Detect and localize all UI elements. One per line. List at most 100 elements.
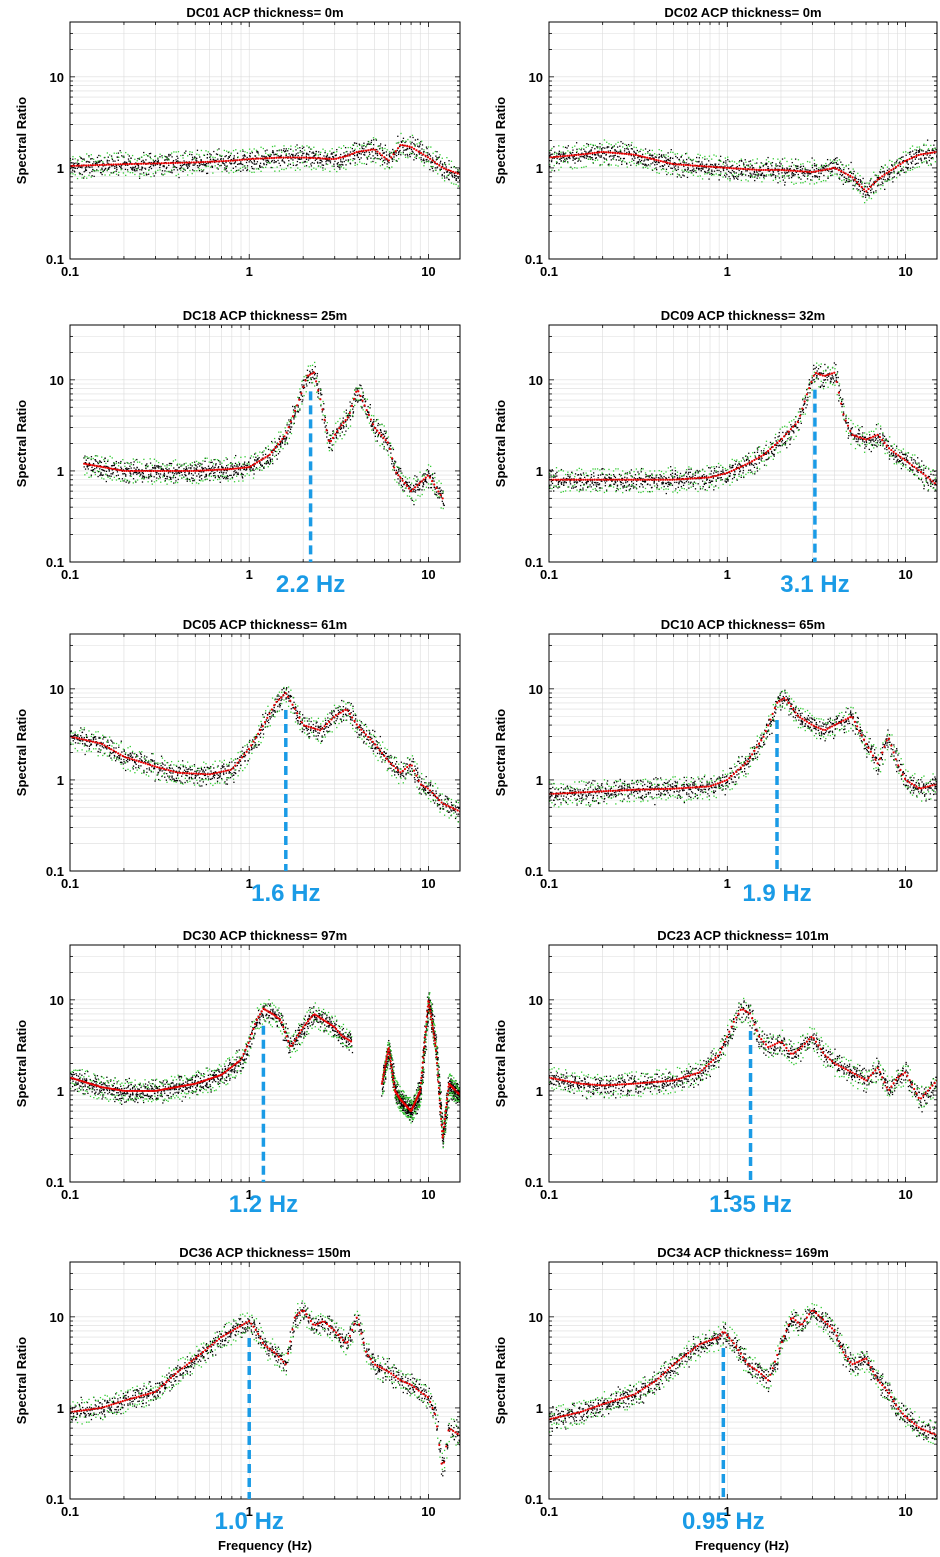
black-point: [376, 440, 378, 442]
black-point: [429, 474, 432, 477]
green-point: [423, 165, 425, 167]
black-point: [87, 457, 89, 459]
black-point: [302, 379, 304, 381]
black-point: [352, 406, 355, 408]
black-point: [685, 158, 688, 161]
black-point: [322, 164, 325, 166]
green-point: [193, 464, 196, 466]
black-point: [608, 146, 610, 148]
black-point: [630, 154, 632, 157]
red-point: [735, 167, 738, 170]
black-point: [783, 168, 786, 170]
black-point: [136, 467, 138, 469]
black-point: [633, 155, 635, 158]
black-point: [605, 153, 607, 156]
red-point: [550, 156, 553, 159]
black-point: [277, 159, 279, 162]
red-point: [261, 157, 264, 160]
black-point: [553, 490, 555, 492]
green-point: [868, 182, 870, 184]
black-point: [638, 473, 640, 475]
black-point: [682, 171, 684, 173]
green-point: [580, 147, 583, 149]
green-point: [672, 170, 674, 172]
green-point: [149, 458, 151, 460]
black-point: [161, 173, 163, 175]
black-point: [631, 481, 633, 483]
black-point: [170, 171, 172, 173]
black-point: [106, 159, 108, 161]
y-axis-label: Spectral Ratio: [14, 97, 29, 184]
red-point: [197, 161, 200, 164]
black-point: [567, 475, 569, 477]
green-point: [711, 158, 713, 160]
black-point: [624, 472, 627, 474]
black-point: [421, 489, 423, 491]
green-point: [921, 149, 923, 151]
black-point: [230, 465, 232, 467]
black-point: [815, 164, 817, 166]
black-point: [724, 176, 727, 178]
black-point: [77, 162, 79, 165]
green-point: [453, 166, 455, 168]
black-point: [282, 149, 285, 152]
green-point: [106, 152, 109, 154]
red-point: [833, 166, 836, 170]
green-point: [644, 166, 647, 168]
black-point: [220, 155, 222, 158]
black-point: [426, 147, 428, 150]
black-point: [597, 146, 599, 148]
green-point: [134, 158, 136, 161]
black-point: [590, 150, 592, 152]
red-point: [380, 434, 383, 437]
red-point: [723, 166, 726, 169]
black-point: [580, 160, 582, 162]
black-point: [274, 153, 277, 155]
black-point: [351, 147, 354, 150]
black-point: [348, 414, 351, 416]
black-point: [558, 150, 561, 152]
red-point: [746, 168, 749, 171]
black-point: [388, 162, 390, 164]
black-point: [78, 172, 81, 174]
red-point: [307, 156, 310, 159]
black-point: [826, 169, 829, 172]
green-point: [235, 149, 237, 151]
black-point: [571, 487, 573, 489]
black-point: [860, 181, 862, 183]
black-point: [100, 473, 102, 475]
black-point: [778, 173, 780, 175]
black-point: [764, 163, 767, 165]
black-point: [864, 196, 867, 198]
green-point: [875, 174, 877, 177]
black-point: [741, 160, 743, 162]
black-point: [745, 170, 747, 172]
black-point: [564, 160, 566, 163]
black-point: [663, 485, 665, 488]
red-point: [826, 168, 829, 171]
green-point: [284, 442, 286, 444]
black-point: [178, 176, 180, 179]
green-point: [857, 172, 859, 175]
black-point: [379, 158, 382, 161]
black-point: [158, 473, 160, 475]
black-point: [735, 172, 737, 174]
red-point: [355, 390, 358, 393]
black-point: [373, 139, 375, 141]
green-point: [368, 141, 370, 143]
red-point: [304, 379, 307, 382]
red-point: [808, 170, 811, 173]
black-point: [915, 154, 918, 156]
green-point: [866, 199, 868, 201]
black-point: [235, 169, 238, 172]
black-point: [554, 476, 556, 478]
green-point: [124, 478, 126, 480]
black-point: [166, 156, 168, 158]
black-point: [175, 471, 177, 473]
green-point: [223, 168, 226, 171]
green-point: [362, 409, 364, 411]
black-point: [101, 474, 104, 477]
black-point: [166, 475, 168, 478]
green-point: [391, 166, 393, 168]
red-point: [719, 166, 722, 169]
